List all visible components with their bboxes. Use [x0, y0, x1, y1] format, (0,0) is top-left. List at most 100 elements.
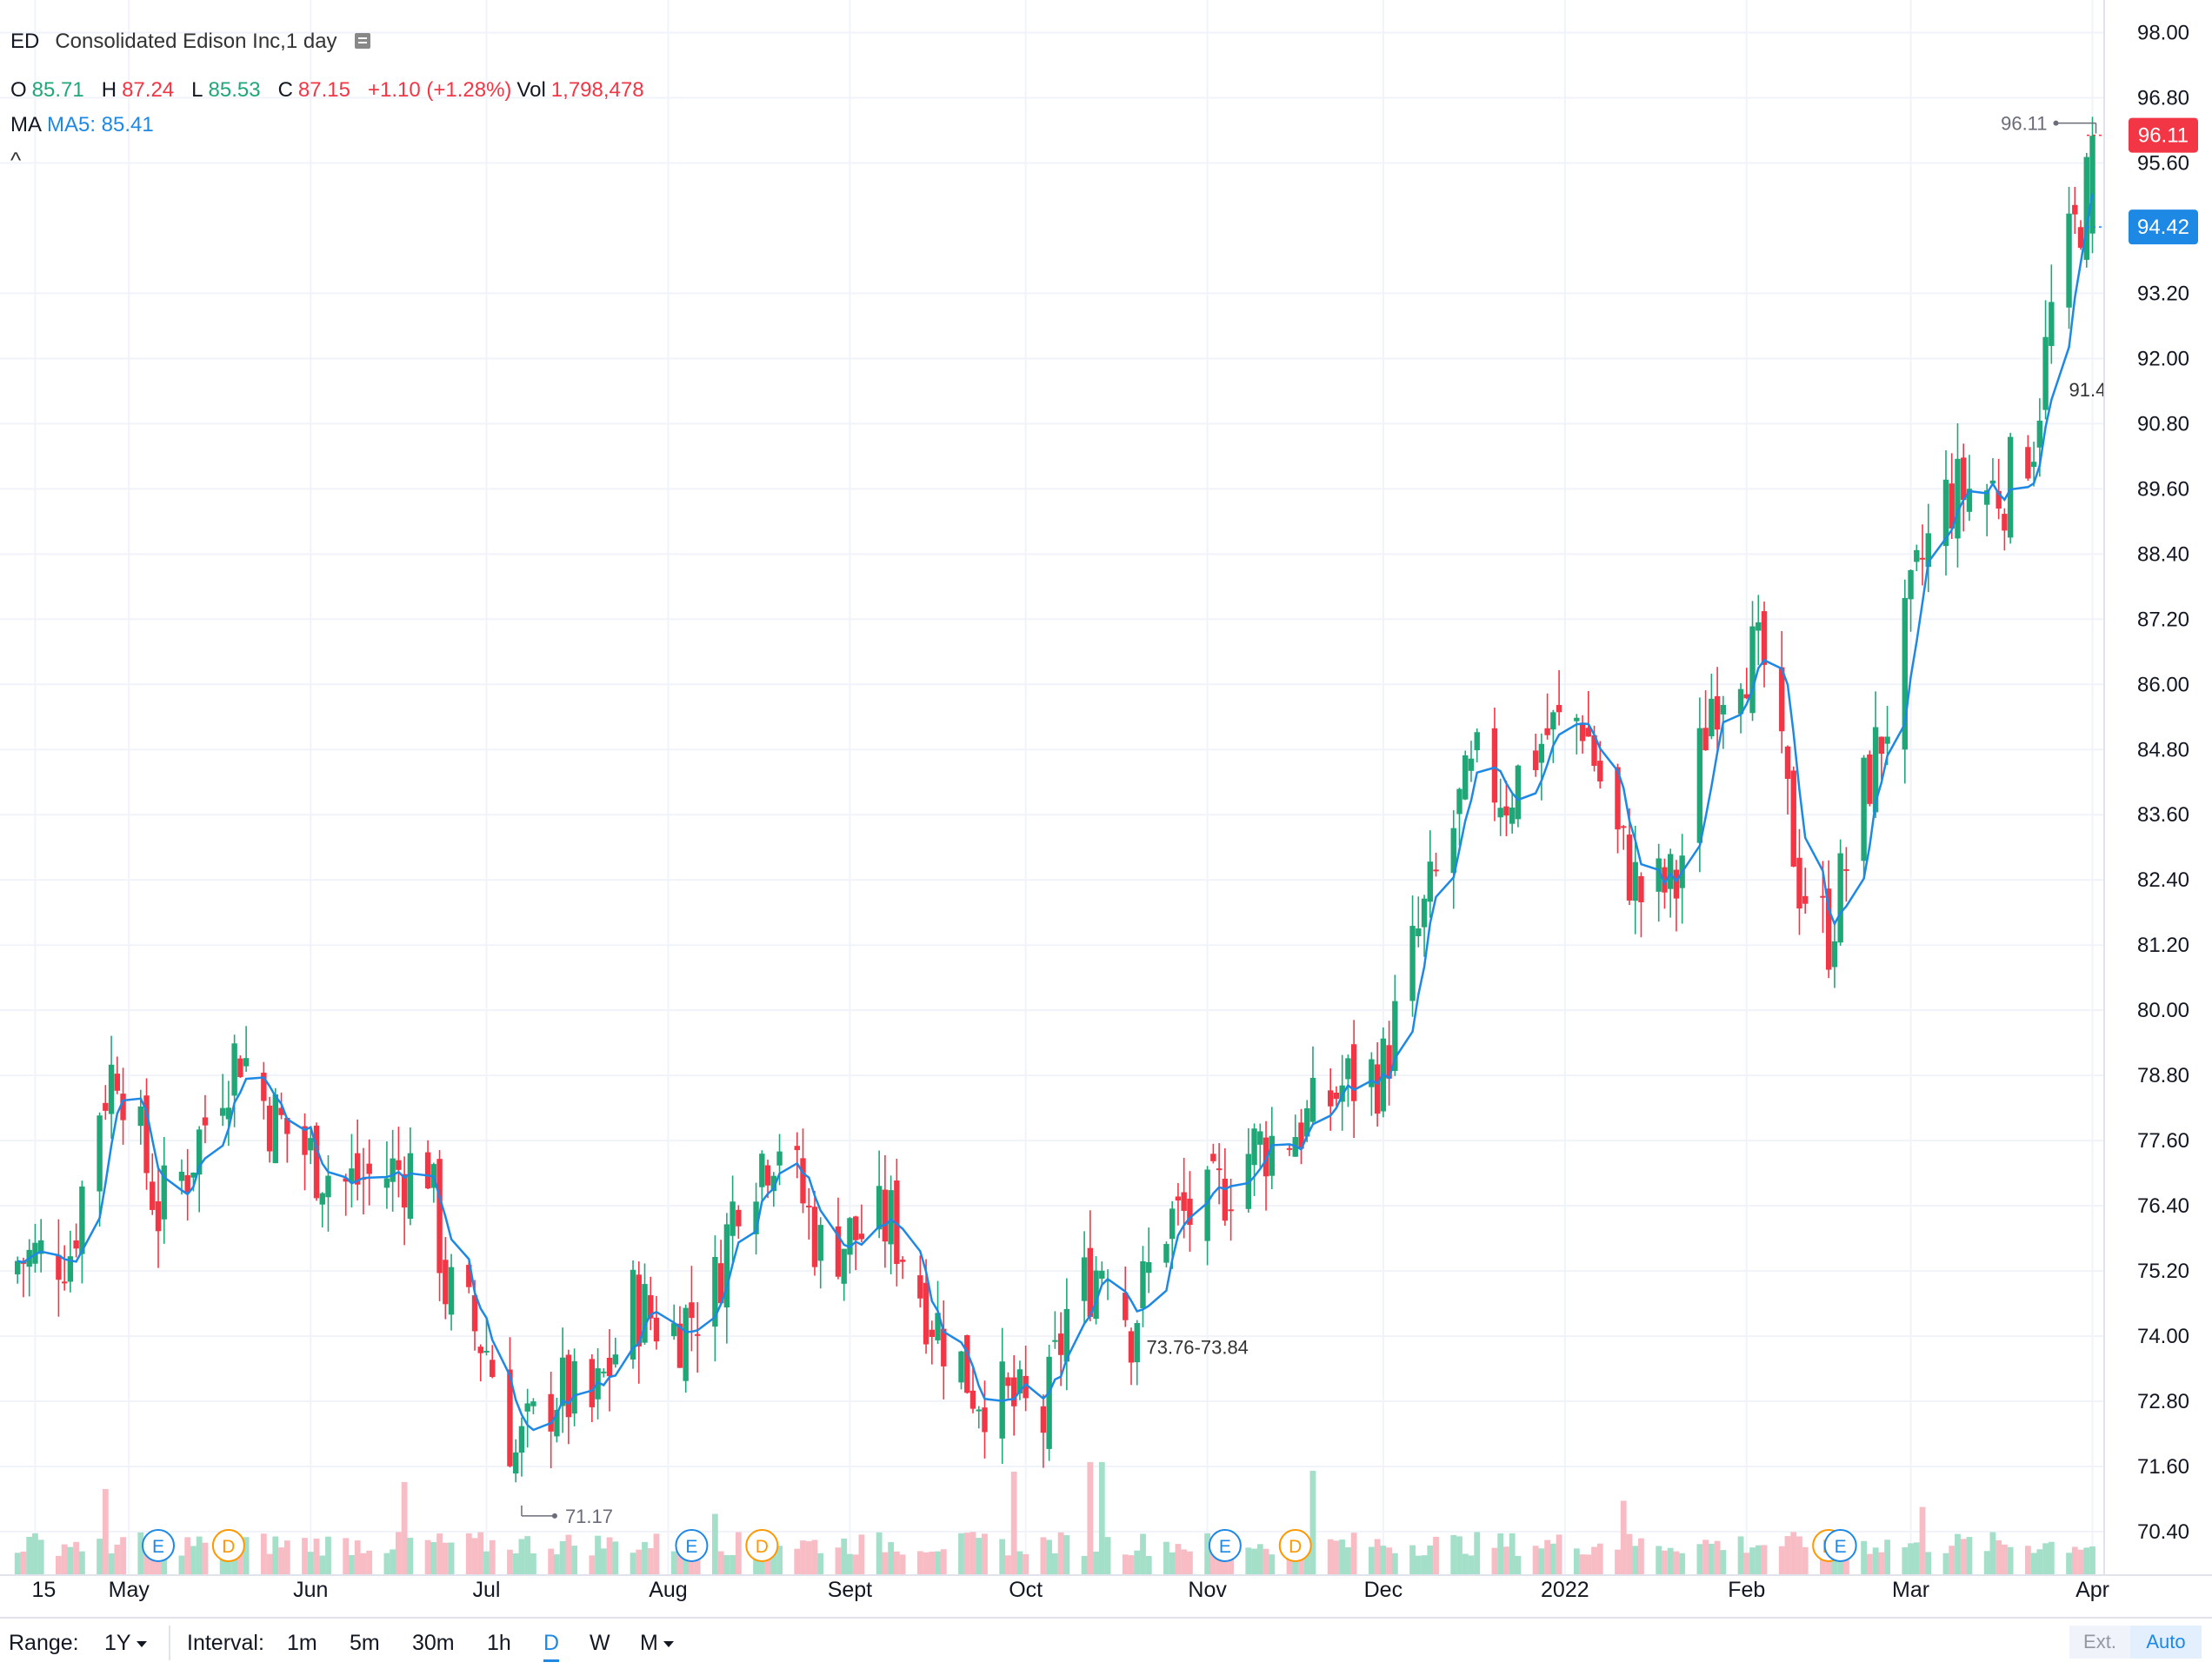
candle-body	[1474, 732, 1480, 751]
volume-bar	[852, 1554, 859, 1575]
earnings-icon[interactable]: E	[142, 1529, 176, 1562]
candle-body	[103, 1102, 109, 1111]
volume-bar	[916, 1551, 923, 1575]
dividend-icon[interactable]: D	[1278, 1529, 1312, 1562]
candle-body	[1908, 569, 1914, 600]
candle-body	[723, 1224, 730, 1308]
volume-bar	[800, 1540, 806, 1575]
earnings-icon[interactable]: E	[1208, 1529, 1242, 1562]
candle-body	[1456, 788, 1462, 815]
price-tick-label: 81.20	[2137, 934, 2189, 957]
interval-m: M	[640, 1631, 658, 1655]
volume-bar	[2042, 1543, 2049, 1575]
candle-body	[243, 1058, 250, 1067]
candle-body	[37, 1240, 44, 1254]
price-tick-label: 78.80	[2137, 1064, 2189, 1087]
candle-body	[1761, 611, 1768, 665]
candle-body	[1046, 1356, 1052, 1449]
price-tick-label: 96.80	[2137, 86, 2189, 110]
candle-body	[61, 1281, 68, 1284]
volume-bar	[401, 1482, 408, 1575]
volume-bar	[858, 1534, 865, 1575]
volume-bar	[1585, 1554, 1592, 1575]
volume-bar	[969, 1532, 976, 1575]
candle-body	[1949, 483, 1955, 529]
volume-bar	[1087, 1462, 1094, 1575]
candle-body	[2077, 227, 2084, 249]
candle-body	[1169, 1208, 1176, 1240]
candle-body	[1251, 1128, 1257, 1166]
volume-bar	[73, 1541, 80, 1575]
volume-bar	[776, 1546, 783, 1575]
candle-body	[1175, 1196, 1182, 1200]
candle-body	[1574, 717, 1580, 721]
volume-bar	[1966, 1537, 1973, 1575]
candle-body	[1983, 490, 1990, 505]
volume-bar	[1538, 1548, 1545, 1575]
volume-bar	[1884, 1539, 1890, 1575]
volume-bar	[518, 1539, 525, 1575]
candle-body	[1123, 1293, 1129, 1320]
notes-icon[interactable]	[354, 32, 370, 49]
volume-bar	[653, 1533, 660, 1575]
ext-hours-toggle[interactable]: Ext.	[2069, 1626, 2130, 1659]
volume-bar	[1063, 1535, 1070, 1575]
volume-bar	[489, 1539, 496, 1575]
volume-bar	[178, 1555, 185, 1575]
volume-bar	[1134, 1550, 1141, 1575]
candle-body	[759, 1154, 765, 1187]
volume-bar	[1046, 1539, 1053, 1575]
candle-body	[841, 1248, 847, 1284]
volume-bar	[589, 1555, 596, 1575]
dividend-icon[interactable]: D	[745, 1529, 779, 1562]
ma5-line	[17, 193, 2094, 1432]
volume-bar	[1509, 1533, 1516, 1575]
volume-bar	[1679, 1553, 1686, 1575]
candle-body	[929, 1329, 936, 1338]
candle-body	[806, 1205, 812, 1207]
candle-body	[2007, 436, 2014, 538]
interval-1m[interactable]: 1m	[287, 1631, 317, 1655]
interval-m-select[interactable]: M	[640, 1631, 674, 1656]
volume-bar	[1632, 1546, 1639, 1575]
volume-bar	[1204, 1533, 1211, 1575]
volume-bar	[606, 1537, 613, 1575]
volume-bar	[2007, 1546, 2014, 1575]
candle-body	[2036, 420, 2043, 448]
interval-w[interactable]: W	[590, 1631, 610, 1655]
candle-body	[1392, 1001, 1398, 1071]
earnings-icon[interactable]: E	[1823, 1529, 1857, 1562]
earnings-icon[interactable]: E	[675, 1529, 709, 1562]
candle-body	[1093, 1270, 1099, 1320]
candle-body	[1134, 1323, 1140, 1363]
candle-body	[1263, 1137, 1269, 1177]
range-label: Range:	[9, 1631, 79, 1655]
volume-bar	[1462, 1553, 1469, 1575]
interval-1h[interactable]: 1h	[487, 1631, 511, 1655]
candle-body	[1955, 458, 1961, 539]
interval-5m[interactable]: 5m	[350, 1631, 380, 1655]
close-value: 87.15	[297, 78, 350, 102]
volume-bar	[278, 1547, 284, 1575]
candle-body	[1591, 735, 1597, 766]
candle-body	[976, 1409, 982, 1412]
volume-bar	[407, 1538, 414, 1575]
range-select[interactable]: 1Y	[104, 1631, 147, 1656]
volume-bar	[465, 1533, 472, 1575]
auto-scale-toggle[interactable]: Auto	[2130, 1626, 2202, 1659]
candle-body	[1550, 712, 1556, 730]
volume-bar	[1040, 1537, 1047, 1575]
volume-label: Vol	[516, 78, 546, 102]
legend-collapse-toggle[interactable]: ^	[10, 147, 22, 173]
volume-bar	[1919, 1506, 1926, 1575]
candle-body	[753, 1201, 759, 1234]
interval-30m[interactable]: 30m	[412, 1631, 455, 1655]
interval-d[interactable]: D	[543, 1631, 560, 1662]
volume-bar	[982, 1533, 988, 1575]
volume-bar	[243, 1537, 250, 1575]
candle-body	[143, 1095, 150, 1174]
candle-body	[161, 1165, 167, 1220]
candle-body	[1497, 808, 1503, 818]
dividend-icon[interactable]: D	[211, 1529, 245, 1562]
